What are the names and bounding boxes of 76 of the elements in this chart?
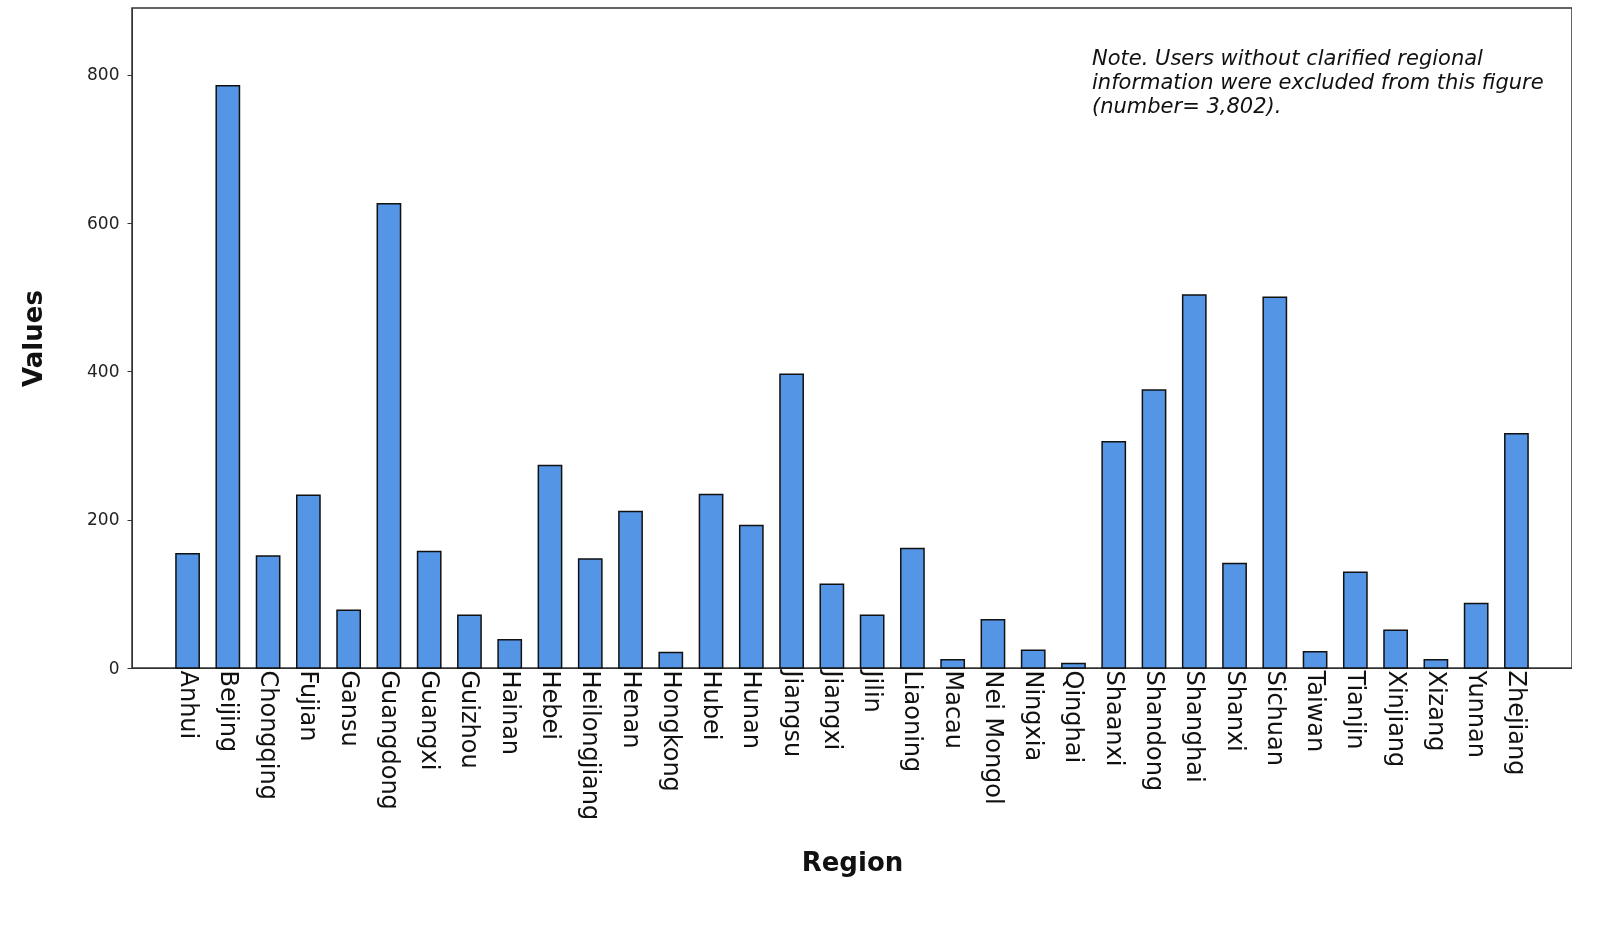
bar: [1383, 629, 1408, 669]
x-tick-label: Tianjin: [1342, 669, 1371, 750]
y-tick-label: 200: [87, 509, 120, 530]
x-tick-label: Macau: [939, 670, 968, 750]
x-tick-label: Shaanxi: [1100, 670, 1129, 767]
bar: [376, 203, 402, 669]
bar: [859, 614, 885, 669]
bar: [457, 614, 482, 669]
bar: [336, 609, 362, 669]
x-tick-label: Guangxi: [416, 670, 445, 771]
bar: [940, 659, 966, 669]
x-tick-label: Henan: [617, 670, 646, 749]
x-tick-label: Heilongjiang: [577, 670, 606, 821]
x-tick-label: Guangdong: [375, 670, 404, 810]
bar: [738, 524, 764, 669]
x-tick-label: Beijing: [214, 670, 243, 753]
x-tick-label: Xizang: [1422, 670, 1451, 752]
bar: [1262, 296, 1288, 669]
bar: [1504, 432, 1529, 669]
bar: [296, 494, 321, 669]
x-tick-label: Taiwan: [1302, 669, 1331, 753]
y-tick-label: 800: [87, 64, 120, 85]
x-tick-label: Gansu: [335, 670, 364, 747]
bar: [980, 619, 1006, 669]
bar: [1061, 662, 1086, 669]
y-axis-title: Values: [18, 290, 49, 387]
x-tick-label: Hubei: [698, 670, 727, 741]
y-tick-label: 600: [87, 212, 120, 233]
x-tick-label: Hongkong: [657, 670, 686, 792]
bar: [497, 639, 523, 669]
x-tick-label: Jilin: [859, 668, 888, 713]
x-tick-label: Hunan: [738, 670, 767, 749]
bar: [819, 583, 845, 669]
x-tick-label: Qinghai: [1060, 670, 1089, 764]
x-tick-label: Jiangxi: [818, 668, 847, 751]
x-tick-label: Chongqing: [255, 670, 284, 800]
x-tick-label: Xinjiang: [1382, 670, 1411, 768]
bar: [1342, 571, 1368, 669]
bar: [1181, 294, 1207, 669]
bar: [175, 553, 200, 669]
bar: [1463, 602, 1489, 669]
x-tick-label: Fujian: [295, 670, 324, 742]
x-axis-title: Region: [801, 847, 904, 878]
x-tick-label: Sichuan: [1261, 670, 1290, 766]
x-tick-label: Ningxia: [1020, 670, 1049, 762]
bar: [1101, 441, 1127, 669]
bar: [900, 547, 925, 669]
bar: [1302, 650, 1328, 669]
bar: [537, 464, 563, 669]
bar: [416, 550, 442, 669]
x-tick-label: Shanxi: [1221, 670, 1250, 752]
x-tick-label: Zhejiang: [1503, 670, 1532, 776]
y-tick-label: 0: [108, 657, 120, 678]
y-tick-label: 400: [87, 360, 120, 381]
bar: [658, 651, 684, 669]
bar: [255, 555, 281, 669]
bar: [1222, 562, 1247, 669]
bar: [618, 510, 643, 669]
bar: [1020, 649, 1046, 669]
x-tick-label: Hebei: [536, 670, 565, 740]
x-tick-label: Guizhou: [456, 670, 485, 769]
bar: [779, 373, 804, 669]
x-tick-label: Anhui: [174, 670, 203, 740]
bar: [1423, 659, 1449, 669]
bar: [1141, 389, 1167, 669]
x-tick-label: Shandong: [1141, 670, 1170, 792]
bar: [577, 558, 603, 669]
x-tick-label: Shanghai: [1181, 670, 1210, 783]
bar: [215, 85, 241, 669]
bar: [698, 493, 724, 669]
x-tick-label: Nei Mongol: [979, 670, 1008, 805]
x-tick-label: Liaoning: [899, 670, 928, 773]
x-tick-label: Yunnan: [1463, 669, 1492, 758]
annotation: Note. Users without clarified regional information were excluded from this figure (number= 3,802).: [1092, 46, 1544, 118]
x-tick-label: Hainan: [496, 670, 525, 756]
x-tick-label: Jiangsu: [778, 668, 807, 758]
